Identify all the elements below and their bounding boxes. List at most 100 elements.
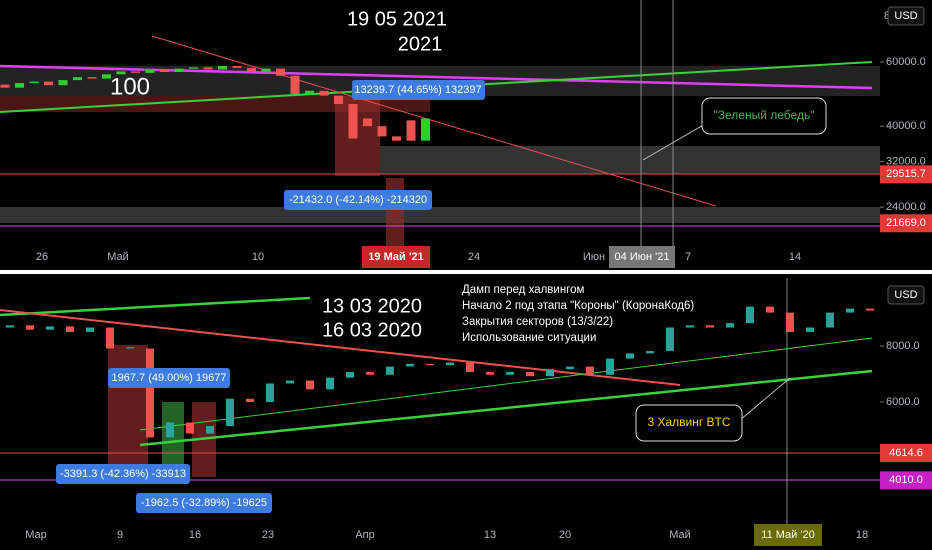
trend-line [151, 35, 717, 207]
y-tick-label: 32000.0 [886, 155, 926, 167]
candle [319, 90, 329, 96]
candle [526, 372, 534, 377]
candle [26, 325, 34, 330]
panel-separator [0, 270, 932, 274]
time-badge-label: 11 Май '20 [761, 529, 814, 541]
candle [160, 70, 169, 73]
candle [446, 362, 454, 366]
x-tick-label: 24 [468, 251, 480, 263]
y-tick-label: 8000.0 [886, 340, 920, 352]
candle [666, 327, 674, 351]
candle [246, 398, 254, 402]
candle [421, 118, 430, 141]
candle [146, 348, 154, 438]
measure-box [56, 464, 190, 484]
candle [377, 126, 387, 137]
candle [286, 380, 294, 384]
time-badge [362, 246, 430, 268]
candle [226, 398, 234, 427]
annotation: 2021 [398, 33, 443, 55]
zone [380, 146, 880, 174]
candle [131, 71, 140, 73]
y-tick-label: 8 [884, 10, 890, 22]
candle [326, 377, 334, 390]
zone [162, 402, 184, 477]
candle [102, 74, 111, 79]
zone [0, 207, 880, 223]
x-tick-label: 13 [484, 529, 496, 541]
candle [348, 104, 358, 139]
time-badge-label: 19 Май '21 [368, 251, 423, 263]
candle [46, 326, 54, 330]
candle [386, 366, 394, 375]
currency-badge[interactable] [887, 6, 925, 26]
annotation: 13 03 2020 [322, 295, 422, 317]
time-badge [609, 246, 675, 268]
callout-pointer [642, 119, 713, 161]
note: Начало 2 под этапа "Короны" (КоронаКод6) [462, 300, 694, 312]
candle [66, 326, 74, 332]
candle [6, 325, 14, 328]
candle [646, 350, 654, 354]
price-badge [880, 165, 932, 184]
currency: USD [894, 289, 917, 301]
zone [386, 178, 404, 248]
candle [566, 366, 574, 370]
price-axis [880, 275, 932, 550]
x-tick-label: Май [669, 529, 691, 541]
candle [766, 306, 774, 313]
candle [806, 327, 814, 332]
candle [706, 325, 714, 328]
callout-pointer [739, 377, 791, 421]
annotation: 19 05 2021 [347, 8, 447, 30]
note: Закрытия секторов (13/3/22) [462, 316, 613, 328]
measure-box [136, 493, 272, 513]
x-tick-label: Июн [583, 251, 605, 263]
measure-label: 13239.7 (44.65%) 132397 [354, 84, 481, 96]
annotation: 16 03 2020 [322, 319, 422, 341]
time-badge-label: 04 Июн '21 [615, 251, 670, 263]
x-tick-label: Май [107, 251, 129, 263]
candle [126, 347, 134, 349]
price-badge-label: 4614.6 [889, 447, 923, 459]
price-badge [880, 214, 932, 233]
candle [86, 327, 94, 332]
x-tick-label: 26 [36, 251, 48, 263]
candle [44, 81, 53, 86]
candle [266, 383, 274, 402]
candle [276, 68, 285, 76]
y-tick-label: 24000.0 [886, 201, 926, 213]
price-badge [880, 471, 932, 490]
candle [426, 363, 434, 366]
measure-box [284, 190, 432, 210]
trend-line [0, 309, 681, 386]
trend-line [139, 369, 873, 447]
candle [366, 372, 374, 375]
currency: USD [894, 10, 917, 22]
currency-badge[interactable] [887, 285, 925, 305]
x-tick-label: 9 [117, 529, 123, 541]
note: Дамп перед халвингом [462, 284, 585, 296]
y-tick-label: 6000.0 [886, 396, 920, 408]
zone [0, 96, 430, 112]
candle [363, 118, 372, 127]
candle [406, 363, 414, 367]
x-tick-label: 16 [189, 529, 201, 541]
candle [203, 67, 213, 70]
candle [392, 136, 401, 141]
candle [145, 70, 155, 73]
x-tick-label: 18 [856, 529, 868, 541]
x-tick-label: 14 [789, 251, 801, 263]
candle [626, 353, 634, 359]
trend-line [139, 337, 873, 431]
candle [726, 323, 734, 328]
candle [174, 68, 184, 73]
candle [206, 426, 214, 434]
callout [701, 97, 827, 135]
candle [58, 80, 68, 86]
candle [546, 369, 554, 377]
price-badge-label: 21669.0 [886, 217, 926, 229]
y-tick-label: 60000.0 [886, 56, 926, 68]
candle [606, 358, 614, 375]
